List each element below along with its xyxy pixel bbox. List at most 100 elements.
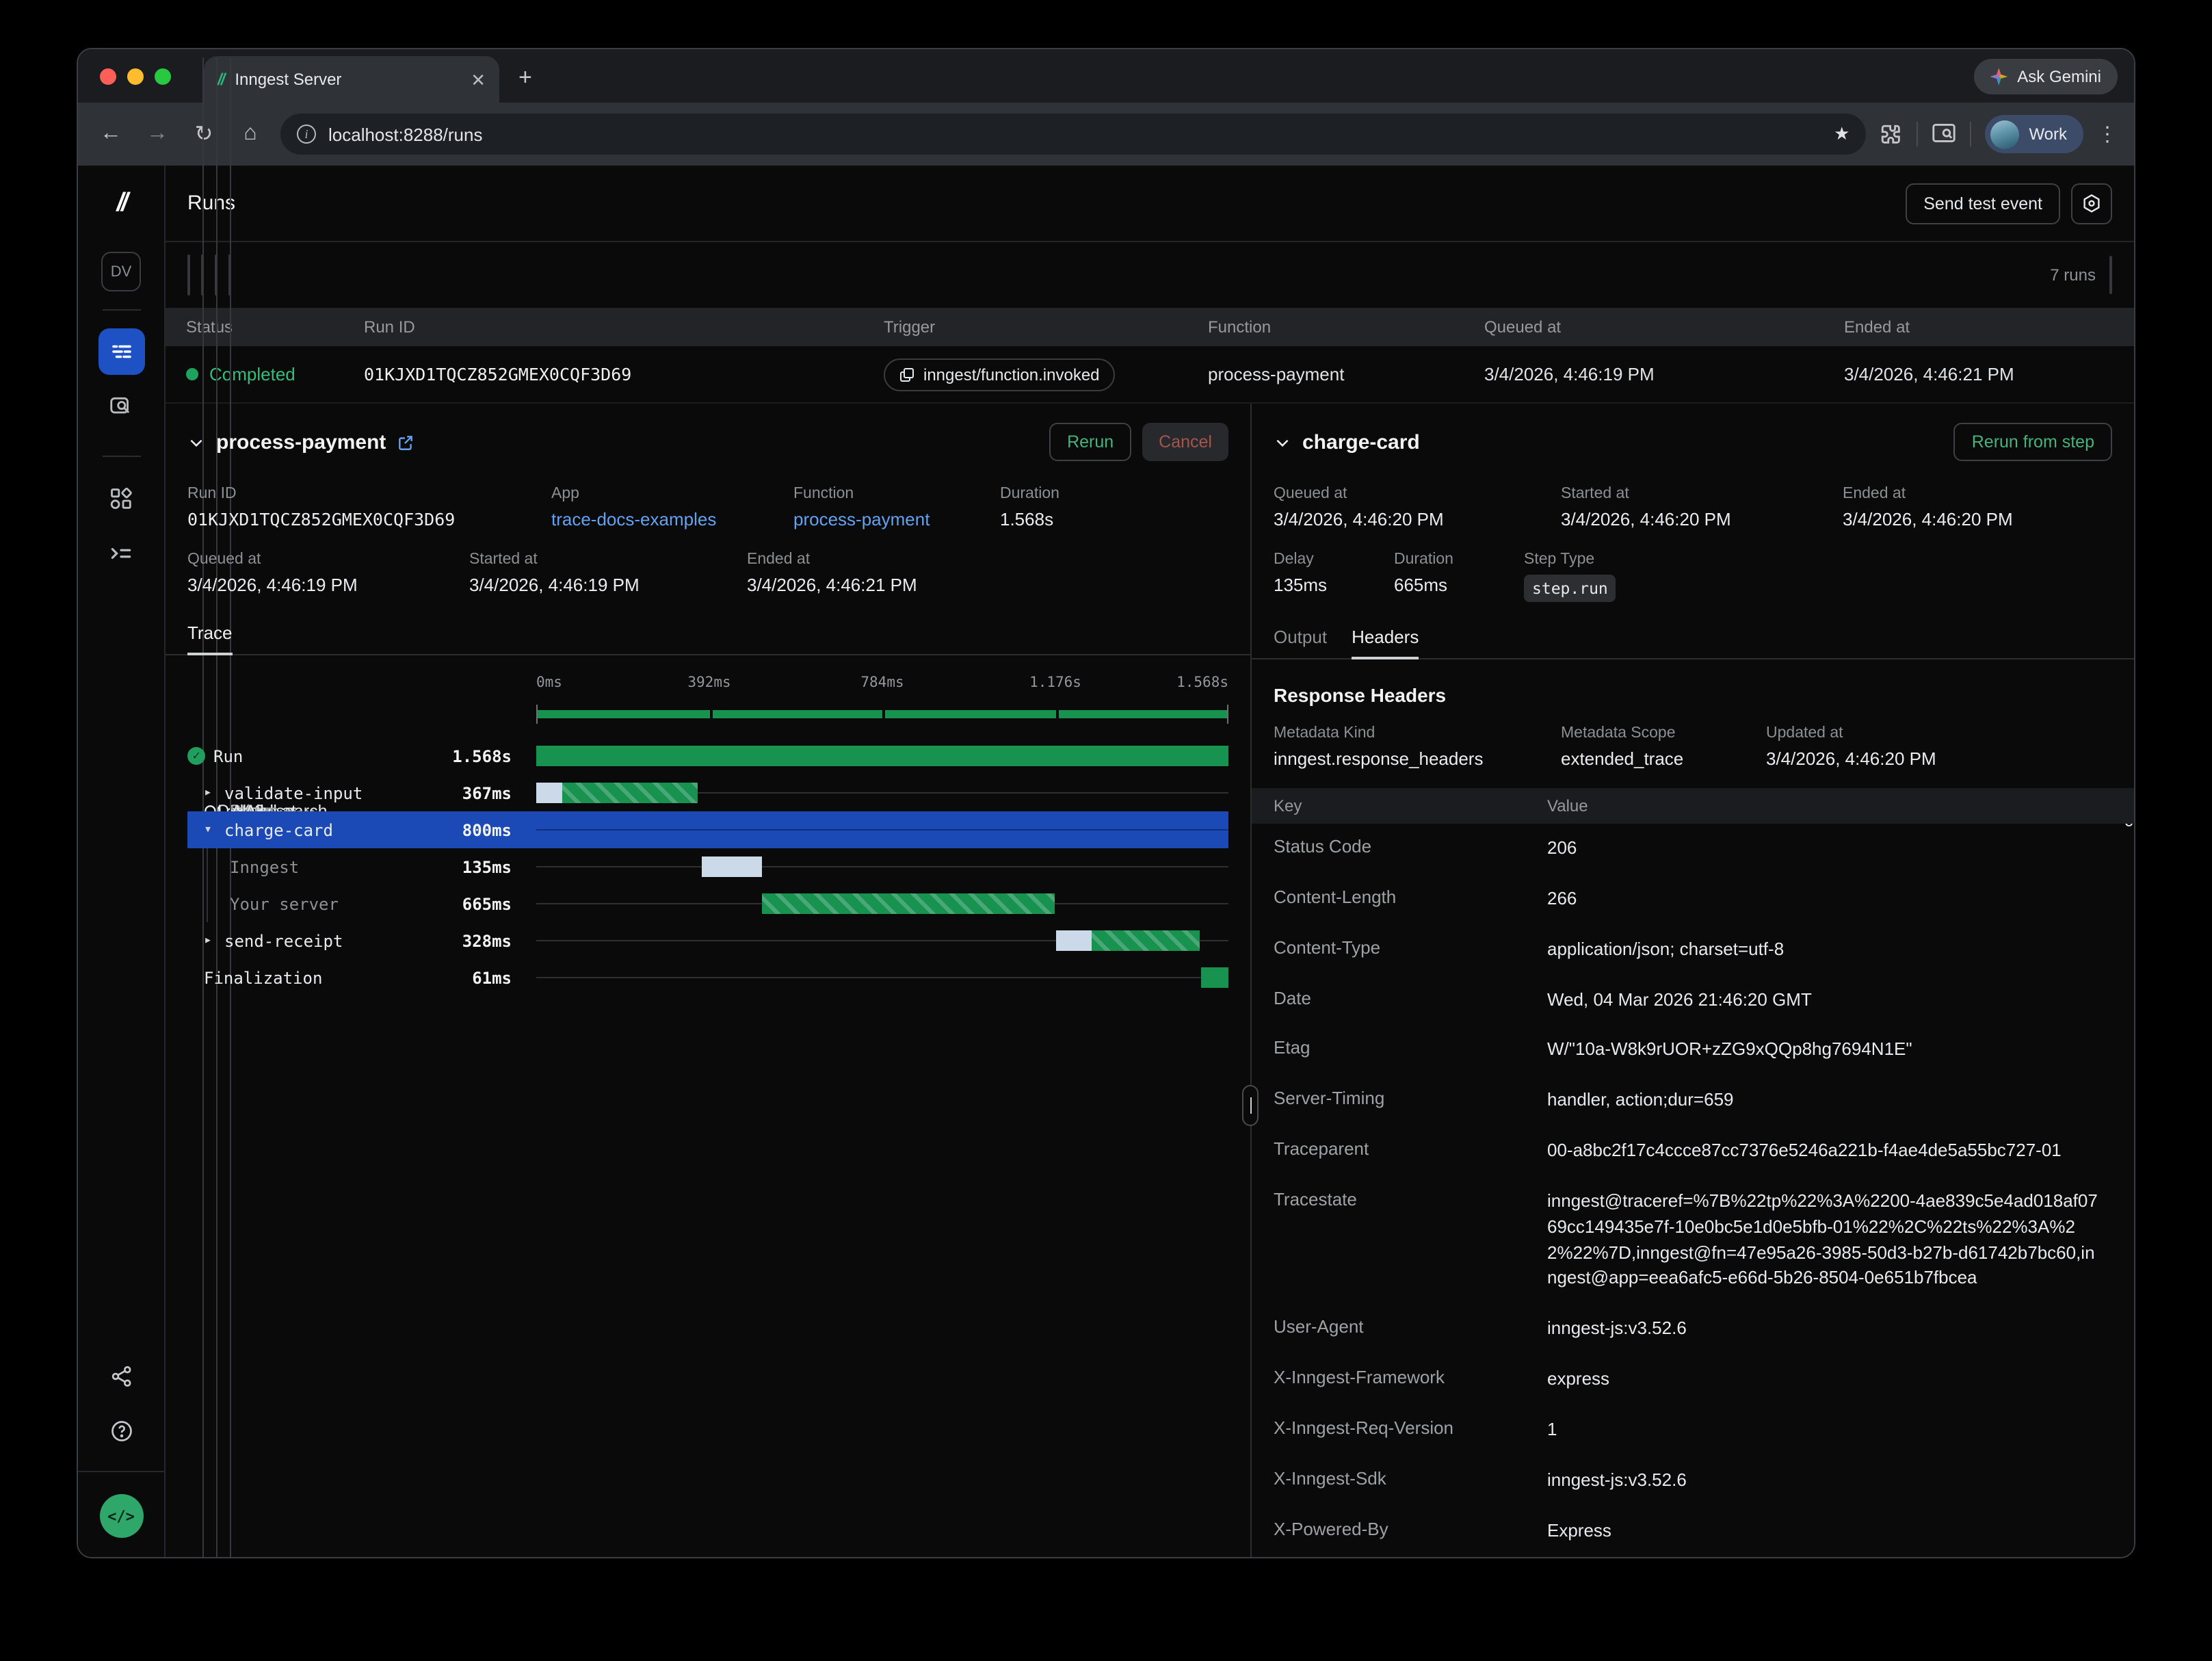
sidebar-item-terminal[interactable]: [98, 529, 144, 576]
axis-tick: 1.176s: [1029, 675, 1081, 691]
back-button[interactable]: ←: [94, 122, 127, 146]
trace-step-duration: 61ms: [402, 968, 512, 987]
gemini-icon: [1990, 68, 2007, 86]
header-key: Status Code: [1274, 836, 1547, 862]
trace-bar-delay[interactable]: [702, 856, 762, 877]
header-value: Wed, 04 Mar 2026 21:46:20 GMT: [1547, 987, 2112, 1013]
trace-bar-execution[interactable]: [1092, 930, 1200, 951]
header-value: handler, action;dur=659: [1547, 1088, 2112, 1114]
metadata-kind-value: inngest.response_headers: [1274, 748, 1561, 769]
chevron-down-icon[interactable]: [187, 433, 205, 451]
app-link[interactable]: trace-docs-examples: [551, 509, 793, 529]
tab-trace[interactable]: Trace: [187, 623, 233, 654]
trace-row-your-server[interactable]: Your server665ms: [187, 885, 1228, 922]
header-key: Etag: [1274, 1038, 1547, 1064]
browser-tabstrip: // Inngest Server ✕ + Ask Gemini: [78, 49, 2134, 103]
share-icon[interactable]: [98, 1353, 144, 1400]
chevron-right-icon[interactable]: ▸: [204, 933, 216, 948]
header-key: X-Inngest-Sdk: [1274, 1468, 1547, 1494]
tab-output[interactable]: Output: [1274, 627, 1327, 658]
column-header-function: Function: [1208, 317, 1484, 337]
sidebar-item-apps[interactable]: [98, 475, 144, 521]
kv-table-body: Status Code206Content-Length266Content-T…: [1252, 824, 2134, 1556]
trace-minimap[interactable]: [536, 705, 1228, 724]
trace-bar-delay[interactable]: [1055, 930, 1092, 951]
window-controls[interactable]: [100, 68, 171, 85]
address-bar[interactable]: i localhost:8288/runs ★: [280, 114, 1866, 155]
env-badge[interactable]: DV: [101, 252, 141, 291]
trace-row-send-receipt[interactable]: ▸send-receipt328ms: [187, 922, 1228, 959]
bookmark-star-icon[interactable]: ★: [1834, 123, 1849, 145]
indent-guide: [207, 848, 208, 885]
send-test-event-button[interactable]: Send test event: [1906, 183, 2060, 224]
trace-row-finalization[interactable]: Finalization61ms: [187, 959, 1228, 996]
rerun-button[interactable]: Rerun: [1049, 423, 1131, 461]
trace-row-validate-input[interactable]: ▸validate-input367ms: [187, 774, 1228, 811]
sidebar-divider: [102, 309, 140, 311]
pane-resize-handle[interactable]: [1242, 1085, 1259, 1126]
axis-tick: 392ms: [687, 675, 730, 691]
table-columns-button[interactable]: Table columns: [2109, 256, 2112, 294]
external-link-icon[interactable]: [397, 433, 414, 451]
trigger-pill[interactable]: inngest/function.invoked: [884, 358, 1115, 391]
trace-step-label: validate-input: [224, 783, 363, 802]
sidebar-divider: [102, 456, 140, 457]
chevron-right-icon[interactable]: ▸: [204, 785, 216, 800]
header-key: User-Agent: [1274, 1317, 1547, 1343]
header-row-content-length: Content-Length266: [1252, 874, 2134, 925]
column-header-queued-at: Queued at: [1484, 317, 1844, 337]
cancel-button[interactable]: Cancel: [1142, 423, 1228, 461]
maximize-window-button[interactable]: [155, 68, 171, 85]
function-link[interactable]: process-payment: [793, 509, 1000, 529]
side-panel-search-icon[interactable]: [1932, 123, 1956, 145]
header-value: 206: [1547, 836, 2112, 862]
chevron-down-icon[interactable]: ▾: [204, 822, 216, 837]
run-started-value: 3/4/2026, 4:46:19 PM: [469, 575, 747, 595]
trace-bar-run[interactable]: [536, 746, 1228, 766]
forward-button[interactable]: →: [141, 122, 174, 146]
sidebar-item-runs[interactable]: [98, 328, 144, 375]
trace-bar-execution[interactable]: [762, 893, 1055, 914]
run-table-row[interactable]: Completed 01KJXD1TQCZ852GMEX0CQF3D69 inn…: [166, 346, 2134, 404]
dev-mode-button[interactable]: </>: [99, 1494, 143, 1538]
ask-gemini-button[interactable]: Ask Gemini: [1973, 59, 2118, 94]
header-row-x-inngest-req-version: X-Inngest-Req-Version1: [1252, 1405, 2134, 1456]
sidebar-bottom: </>: [77, 1471, 165, 1557]
header-value: 266: [1547, 887, 2112, 913]
header-row-x-inngest-sdk: X-Inngest-Sdkinngest-js:v3.52.6: [1252, 1456, 2134, 1506]
avatar: [1990, 120, 2019, 148]
trace-row-charge-card[interactable]: ▾charge-card800ms: [187, 811, 1228, 848]
minimize-window-button[interactable]: [127, 68, 144, 85]
show-search-button[interactable]: Show search: [187, 254, 190, 296]
rerun-from-step-button[interactable]: Rerun from step: [1954, 423, 2112, 461]
header-key: Content-Length: [1274, 887, 1547, 913]
sidebar-item-events[interactable]: [98, 383, 144, 430]
inngest-logo-icon[interactable]: //: [116, 189, 125, 219]
chevron-down-icon[interactable]: [1274, 433, 1291, 451]
browser-window: // Inngest Server ✕ + Ask Gemini ← → ↻ ⌂…: [77, 48, 2135, 1558]
run-ended-value: 3/4/2026, 4:46:21 PM: [747, 575, 1228, 595]
header-row-server-timing: Server-Timinghandler, action;dur=659: [1252, 1075, 2134, 1126]
header-row-tracestate: Tracestateinngest@traceref=%7B%22tp%22%3…: [1252, 1177, 2134, 1305]
close-window-button[interactable]: [100, 68, 116, 85]
settings-button[interactable]: [2071, 183, 2112, 224]
trace-bar-run[interactable]: [1202, 967, 1228, 988]
toolbar-separator: [1970, 122, 1971, 146]
help-icon[interactable]: [98, 1408, 144, 1454]
run-id-value: 01KJXD1TQCZ852GMEX0CQF3D69: [187, 509, 551, 529]
header-row-user-agent: User-Agentinngest-js:v3.52.6: [1252, 1305, 2134, 1355]
trace-row-run[interactable]: ✓Run1.568s: [187, 737, 1228, 774]
trace-bar-execution[interactable]: [562, 783, 698, 803]
trace-bar-delay[interactable]: [536, 783, 562, 803]
tab-close-icon[interactable]: ✕: [471, 70, 486, 88]
header-value: application/json; charset=utf-8: [1547, 937, 2112, 963]
extensions-icon[interactable]: [1880, 122, 1903, 146]
header-row-traceparent: Traceparent00-a8bc2f17c4ccce87cc7376e524…: [1252, 1126, 2134, 1177]
trace-row-inngest[interactable]: Inngest135ms: [187, 848, 1228, 885]
kv-table-header: Key Value: [1252, 788, 2134, 824]
app-sidebar: // DV: [78, 166, 166, 1557]
browser-profile-button[interactable]: Work: [1985, 115, 2083, 153]
new-tab-button[interactable]: +: [518, 64, 532, 92]
tab-headers[interactable]: Headers: [1352, 627, 1419, 658]
url-text: localhost:8288/runs: [328, 124, 1821, 144]
